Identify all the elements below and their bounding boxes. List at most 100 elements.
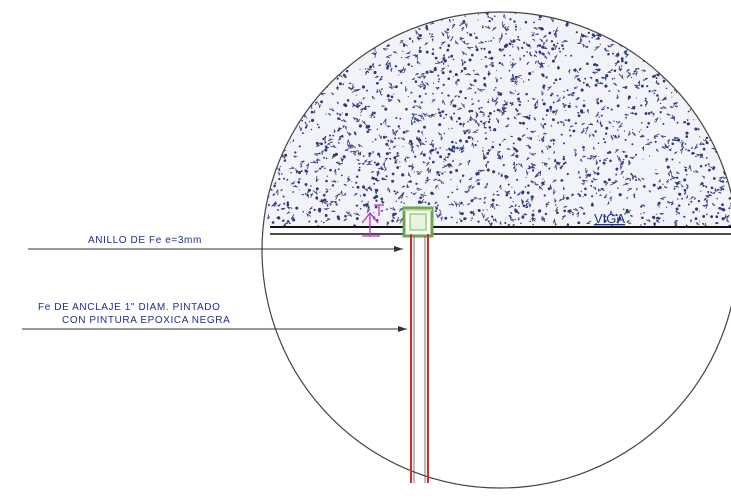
aggregate-speck <box>624 50 626 53</box>
aggregate-speck <box>542 84 546 87</box>
aggregate-speck <box>638 131 641 133</box>
aggregate-speck <box>355 94 357 96</box>
aggregate-speck <box>635 86 640 89</box>
aggregate-speck <box>644 102 649 107</box>
aggregate-speck <box>624 213 626 215</box>
aggregate-speck <box>687 149 690 152</box>
aggregate-speck <box>696 221 700 226</box>
aggregate-speck <box>648 155 651 157</box>
aggregate-speck <box>641 69 646 72</box>
aggregate-speck <box>546 148 549 150</box>
aggregate-speck <box>673 186 675 188</box>
aggregate-speck <box>597 81 604 85</box>
detail-reference-mark <box>361 204 384 237</box>
aggregate-speck <box>447 65 449 67</box>
aggregate-speck <box>554 32 557 35</box>
aggregate-speck <box>449 99 454 106</box>
aggregate-speck <box>594 45 601 51</box>
aggregate-speck <box>679 142 681 144</box>
aggregate-speck <box>669 105 674 109</box>
aggregate-speck <box>422 75 425 77</box>
aggregate-speck <box>486 209 488 211</box>
aggregate-speck <box>447 77 451 81</box>
aggregate-speck <box>367 129 372 132</box>
aggregate-speck <box>320 150 324 156</box>
aggregate-speck <box>501 154 503 159</box>
aggregate-speck <box>509 18 512 21</box>
aggregate-speck <box>428 32 431 35</box>
aggregate-speck <box>509 196 512 199</box>
aggregate-speck <box>635 178 638 181</box>
aggregate-speck <box>397 125 401 128</box>
aggregate-speck <box>634 134 636 136</box>
aggregate-speck <box>595 192 598 194</box>
aggregate-speck <box>353 212 361 216</box>
aggregate-speck <box>351 89 359 93</box>
aggregate-speck <box>424 42 429 46</box>
aggregate-speck <box>474 79 476 81</box>
anchor-label-line1: Fe DE ANCLAJE 1" DIAM. PINTADO <box>38 302 221 313</box>
aggregate-speck <box>351 150 359 154</box>
aggregate-speck <box>441 92 444 95</box>
aggregate-speck <box>522 121 525 125</box>
aggregate-speck <box>393 190 396 193</box>
aggregate-speck <box>621 59 624 63</box>
aggregate-speck <box>431 33 433 36</box>
aggregate-speck <box>522 200 524 204</box>
aggregate-speck <box>694 217 698 221</box>
aggregate-speck <box>276 216 281 219</box>
aggregate-speck <box>577 170 580 175</box>
aggregate-speck <box>412 39 414 43</box>
aggregate-speck <box>392 129 394 131</box>
aggregate-speck <box>351 144 357 149</box>
aggregate-speck <box>384 107 388 111</box>
aggregate-speck <box>602 138 605 140</box>
aggregate-speck <box>439 147 441 149</box>
aggregate-speck <box>493 89 496 91</box>
aggregate-speck <box>556 97 561 103</box>
aggregate-speck <box>398 198 400 200</box>
aggregate-speck <box>517 217 520 221</box>
aggregate-speck <box>390 67 393 73</box>
aggregate-speck <box>439 115 442 118</box>
aggregate-speck <box>477 13 480 16</box>
aggregate-speck <box>443 161 445 163</box>
aggregate-speck <box>278 177 281 181</box>
aggregate-speck <box>530 180 536 184</box>
aggregate-speck <box>512 223 516 226</box>
aggregate-speck <box>489 62 495 66</box>
aggregate-speck <box>728 224 731 226</box>
aggregate-speck <box>630 173 633 176</box>
aggregate-speck <box>283 202 286 205</box>
aggregate-speck <box>645 99 648 104</box>
aggregate-speck <box>365 124 370 131</box>
aggregate-speck <box>618 73 624 80</box>
aggregate-speck <box>275 189 279 196</box>
aggregate-speck <box>416 60 421 65</box>
aggregate-speck <box>407 96 409 98</box>
aggregate-speck <box>489 202 495 208</box>
aggregate-speck <box>552 188 556 196</box>
aggregate-speck <box>396 191 399 194</box>
aggregate-speck <box>373 182 376 185</box>
aggregate-speck <box>387 98 390 101</box>
aggregate-speck <box>580 183 585 186</box>
aggregate-speck <box>308 188 312 192</box>
aggregate-speck <box>421 129 423 134</box>
aggregate-speck <box>700 154 704 159</box>
aggregate-speck <box>404 55 411 59</box>
aggregate-speck <box>515 163 518 166</box>
aggregate-speck <box>459 122 462 126</box>
aggregate-speck <box>438 210 442 218</box>
aggregate-speck <box>658 186 662 189</box>
aggregate-speck <box>361 85 366 89</box>
aggregate-speck <box>589 157 592 160</box>
aggregate-speck <box>382 162 386 169</box>
aggregate-speck <box>585 167 588 174</box>
aggregate-speck <box>432 193 435 195</box>
aggregate-speck <box>641 146 645 151</box>
aggregate-speck <box>375 188 379 192</box>
aggregate-speck <box>547 85 553 91</box>
aggregate-speck <box>491 97 495 102</box>
aggregate-speck <box>630 76 633 79</box>
